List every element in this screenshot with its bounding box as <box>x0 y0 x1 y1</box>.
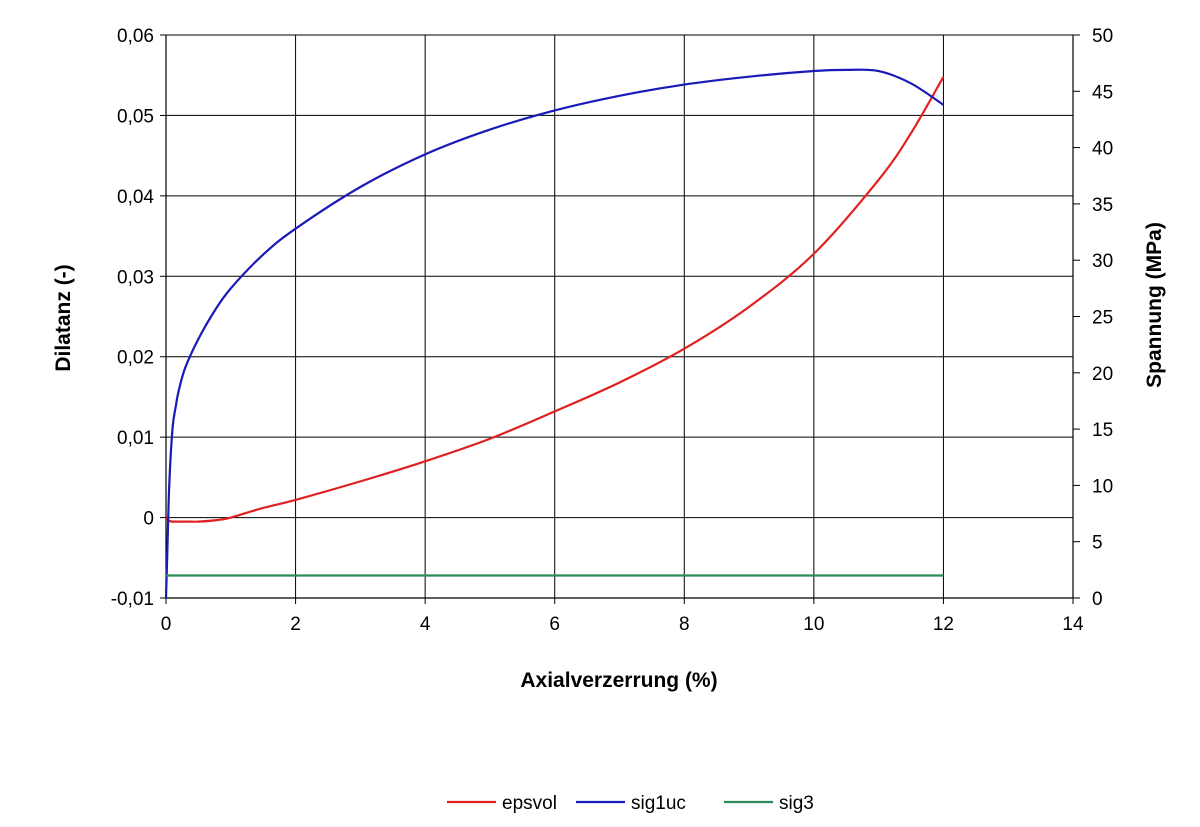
right-y-tick-label: 40 <box>1092 139 1113 160</box>
left-y-axis-title: Dilatanz (-) <box>52 264 75 371</box>
right-y-tick-label: 10 <box>1092 476 1113 497</box>
legend: epsvol sig1uc sig3 <box>447 793 814 814</box>
left-y-tick-label: -0,01 <box>111 589 154 610</box>
legend-label-sig1uc: sig1uc <box>631 793 686 814</box>
left-y-tick-label: 0,05 <box>117 106 154 127</box>
right-y-tick-label: 35 <box>1092 195 1113 216</box>
right-y-tick-label: 30 <box>1092 251 1113 272</box>
legend-label-sig3: sig3 <box>779 793 814 814</box>
plot-frame <box>165 35 1074 599</box>
grid <box>165 34 1074 599</box>
right-y-axis: 0 5 10 15 20 25 30 35 40 45 50 <box>1073 26 1113 610</box>
legend-label-epsvol: epsvol <box>502 793 557 814</box>
x-tick-label: 2 <box>290 614 301 635</box>
left-y-tick-label: 0,01 <box>117 428 154 449</box>
x-tick-label: 8 <box>679 614 690 635</box>
x-tick-label: 10 <box>803 614 824 635</box>
left-y-tick-label: 0 <box>143 509 154 530</box>
right-y-tick-label: 50 <box>1092 26 1113 47</box>
right-y-tick-label: 45 <box>1092 82 1113 103</box>
x-tick-label: 0 <box>161 614 172 635</box>
series-line-sig1uc <box>164 68 945 599</box>
x-axis-title: Axialverzerrung (%) <box>520 669 717 692</box>
left-y-tick-label: 0,06 <box>117 26 154 47</box>
x-axis: 0 2 4 6 8 10 12 14 <box>161 598 1084 635</box>
x-tick-label: 4 <box>420 614 431 635</box>
series-layer <box>164 68 945 599</box>
right-y-tick-label: 25 <box>1092 308 1113 329</box>
x-tick-label: 6 <box>549 614 560 635</box>
right-y-tick-label: 20 <box>1092 364 1113 385</box>
right-y-tick-label: 15 <box>1092 420 1113 441</box>
series-line-epsvol <box>165 76 945 523</box>
right-y-tick-label: 5 <box>1092 533 1103 554</box>
left-y-tick-label: 0,02 <box>117 348 154 369</box>
left-y-axis: -0,01 0 0,01 0,02 0,03 0,04 0,05 0,06 <box>111 26 166 610</box>
x-tick-label: 14 <box>1062 614 1084 635</box>
left-y-tick-label: 0,04 <box>117 187 154 208</box>
left-y-tick-label: 0,03 <box>117 267 154 288</box>
right-y-tick-label: 0 <box>1092 589 1103 610</box>
x-tick-label: 12 <box>933 614 954 635</box>
right-y-axis-title: Spannung (MPa) <box>1143 222 1166 388</box>
